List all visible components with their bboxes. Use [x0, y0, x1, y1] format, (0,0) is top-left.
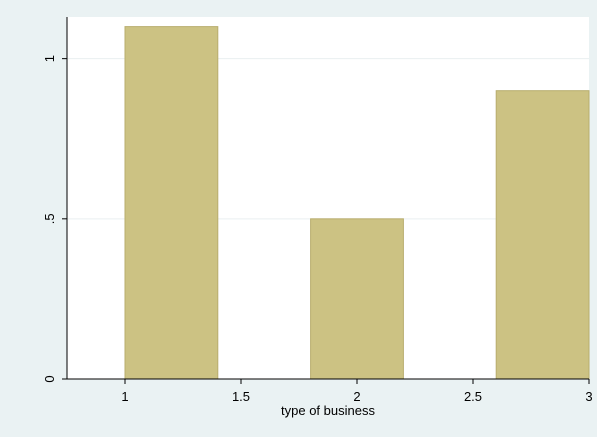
- x-tick-label-1: 1.5: [232, 389, 250, 404]
- axes: 0 .5 1 1 1.5 2 2.5 3: [42, 17, 593, 404]
- x-tick-label-2: 2: [353, 389, 360, 404]
- y-tick-label-0: 0: [42, 375, 57, 382]
- bars: [124, 26, 590, 380]
- bar-3: [495, 90, 590, 380]
- bar-2: [310, 218, 404, 380]
- x-tick-label-4: 3: [585, 389, 592, 404]
- y-tick-label-2: 1: [42, 55, 57, 62]
- x-axis-label: type of business: [281, 403, 375, 418]
- y-tick-label-1: .5: [42, 213, 57, 224]
- x-tick-label-0: 1: [121, 389, 128, 404]
- x-tick-label-3: 2.5: [464, 389, 482, 404]
- bar-1: [124, 26, 219, 380]
